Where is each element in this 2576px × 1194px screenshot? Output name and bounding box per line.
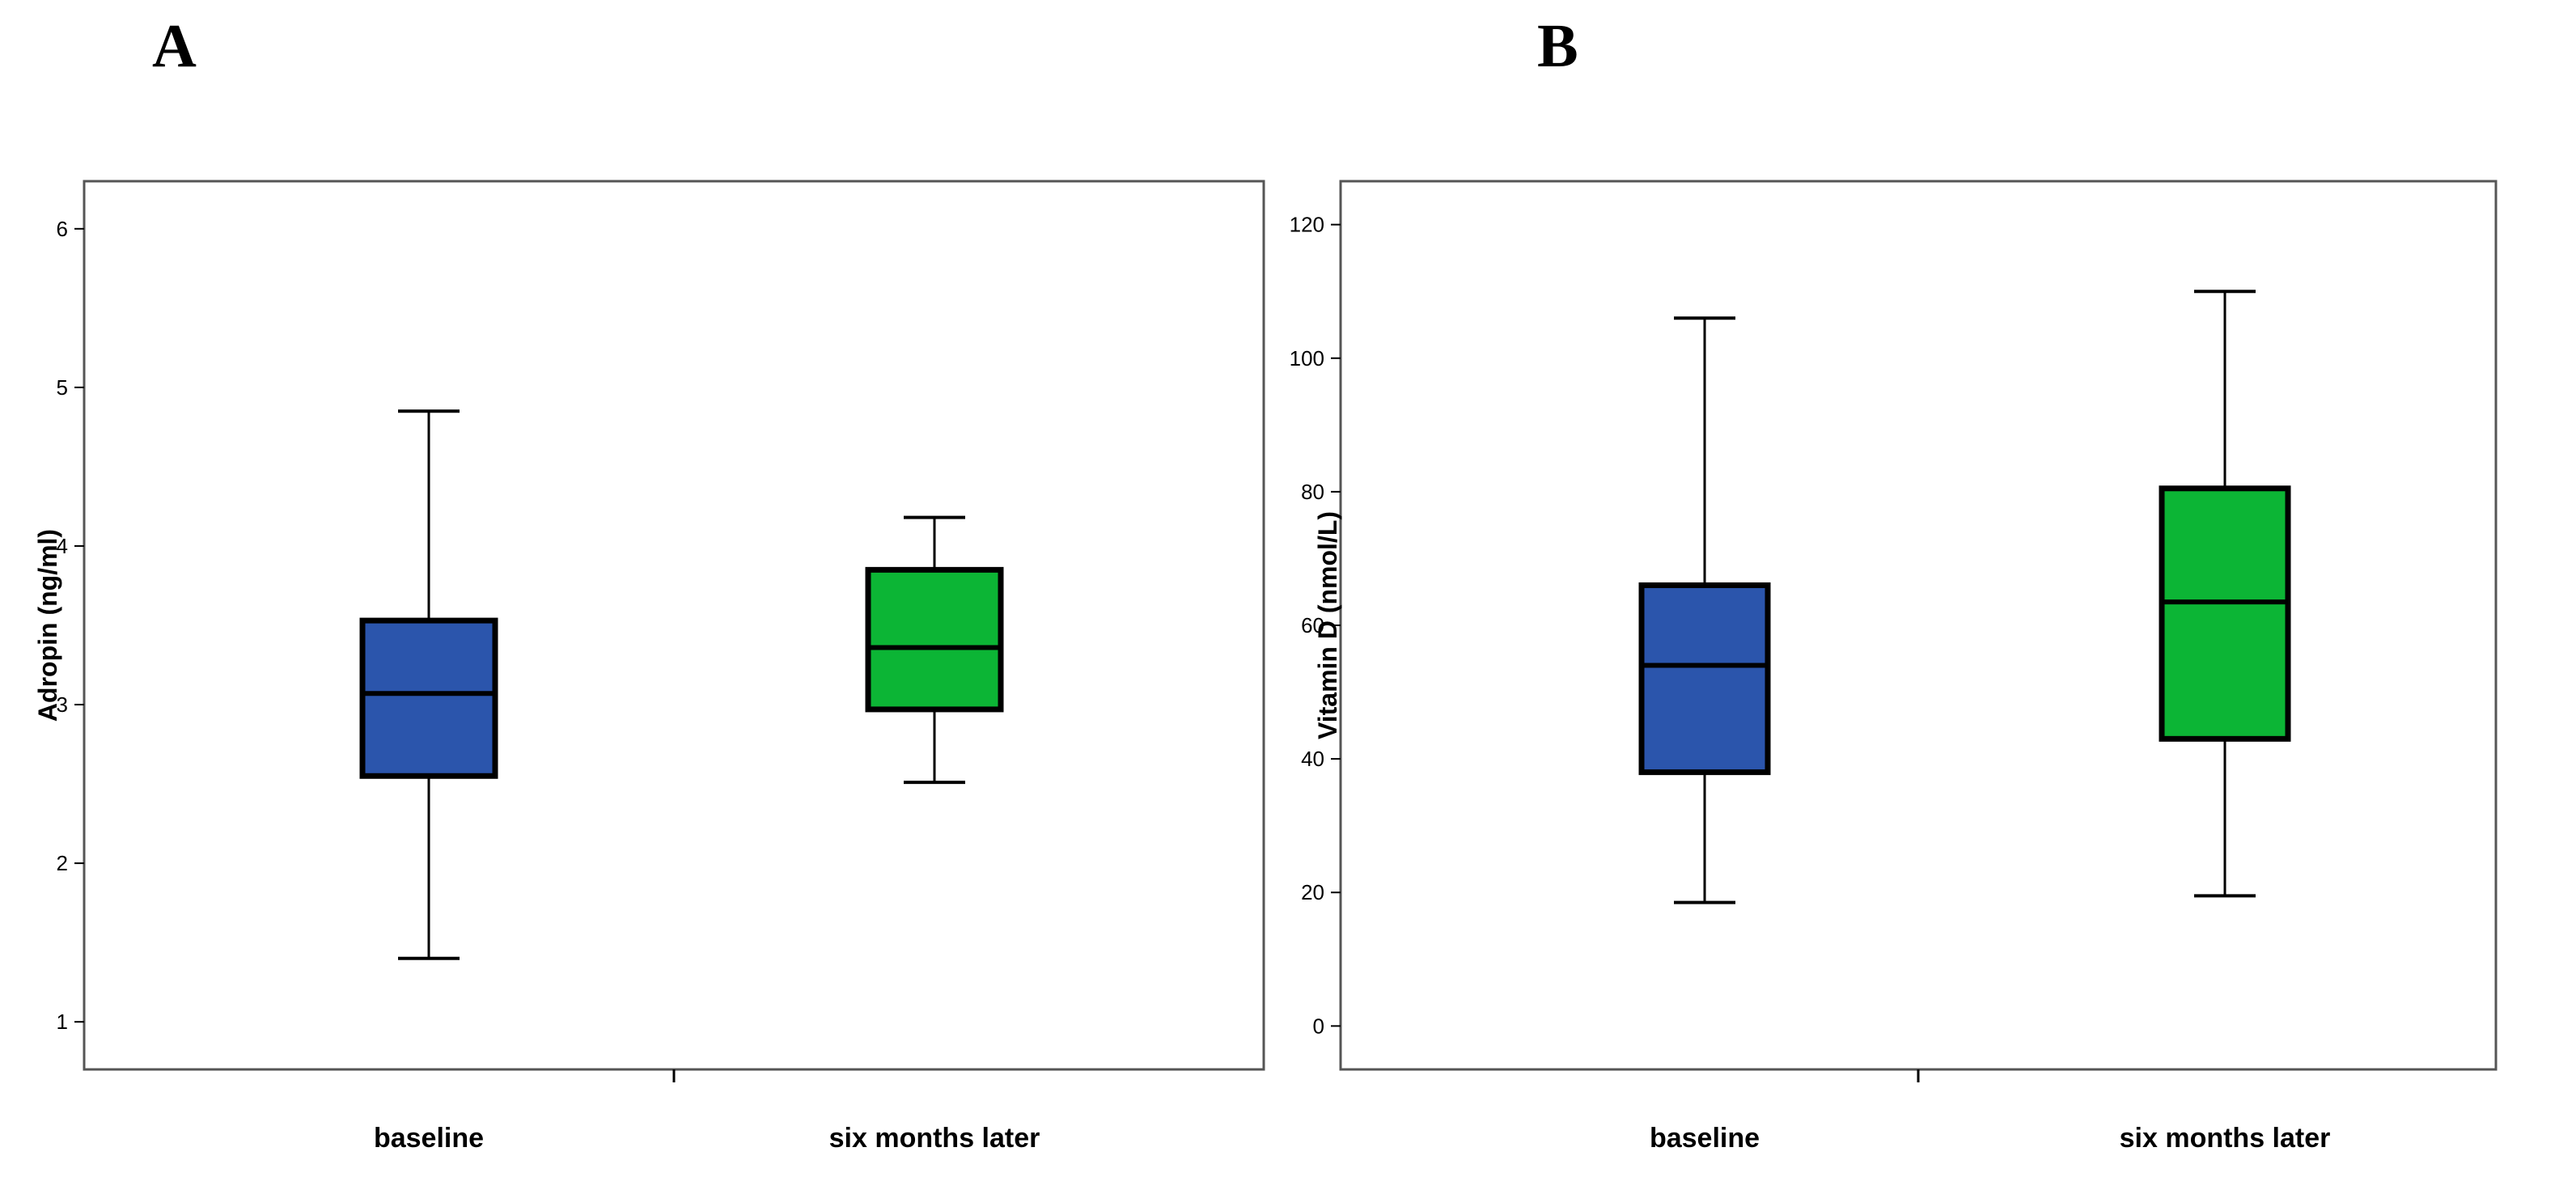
y-tick-label: 0 [1313, 1014, 1324, 1038]
iqr-box [359, 617, 498, 779]
iqr-box [1638, 582, 1771, 776]
x-category-label: baseline [1650, 1123, 1760, 1154]
y-tick-label: 1 [57, 1010, 68, 1034]
x-category-label: baseline [374, 1123, 484, 1154]
x-category-label: six months later [829, 1123, 1040, 1154]
boxplot-six-months-later [865, 515, 1004, 785]
boxplot-baseline [1638, 316, 1771, 904]
boxplot-six-months-later [2159, 290, 2291, 898]
boxplot-baseline [359, 409, 498, 960]
panel-label-a: A [152, 12, 197, 80]
iqr-box [2159, 485, 2291, 742]
y-tick-label: 120 [1290, 213, 1324, 237]
y-tick-label: 5 [57, 375, 68, 400]
panel-label-b: B [1537, 12, 1578, 80]
iqr-box [865, 566, 1004, 713]
y-tick-label: 4 [57, 534, 68, 558]
y-tick-label: 80 [1301, 480, 1324, 504]
plot-frame [83, 180, 1265, 1071]
plot-frame [1339, 180, 2498, 1071]
y-tick-label: 20 [1301, 880, 1324, 904]
chart-panel-a: 1 2 3 4 5 6 Adropin (ng/ml) baseline six months … [33, 180, 1265, 1154]
y-axis-title: Vitamin D (nmol/L) [1313, 511, 1342, 739]
y-tick-label: 6 [57, 217, 68, 241]
chart-panel-b: 0 20 40 60 80 100 120 Vitamin D (nmol/L) baselin… [1290, 180, 2498, 1154]
y-axis-title: Adropin (ng/ml) [33, 529, 62, 722]
y-tick-label: 3 [57, 692, 68, 717]
y-tick-label: 60 [1301, 613, 1324, 637]
y-tick-label: 40 [1301, 747, 1324, 771]
y-tick-label: 100 [1290, 346, 1324, 370]
x-category-label: six months later [2120, 1123, 2331, 1154]
y-tick-label: 2 [57, 851, 68, 875]
